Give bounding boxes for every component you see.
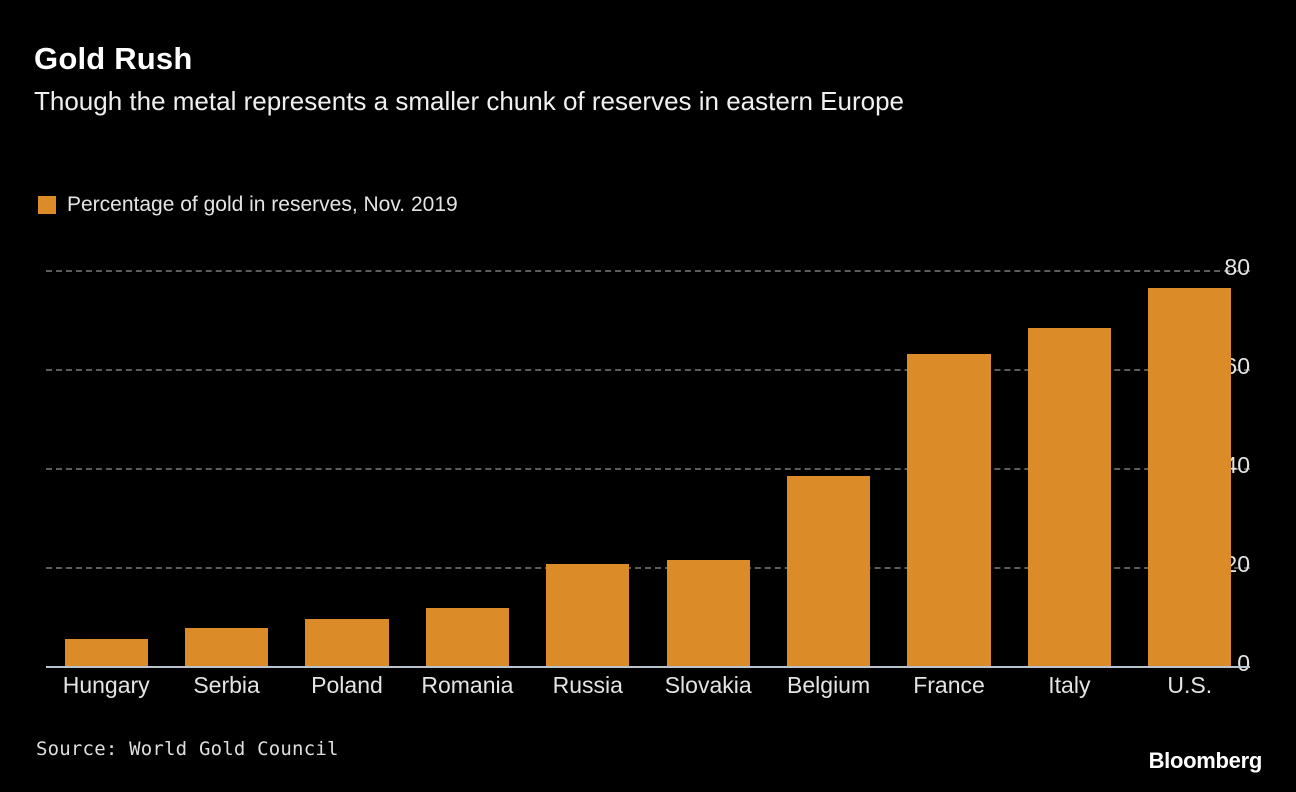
chart-legend: Percentage of gold in reserves, Nov. 201… [38,194,458,215]
gridline [46,369,1250,371]
gridline [46,270,1250,272]
bar [425,608,509,666]
gridline [46,468,1250,470]
x-axis-tick-label: Serbia [193,672,260,698]
x-axis-tick-label: Poland [311,672,383,698]
x-axis-tick-label: Slovakia [664,672,752,698]
bar [787,475,871,666]
x-axis-line [46,666,1250,668]
bar [1148,287,1232,666]
gridline [46,567,1250,569]
x-axis-tick-label: Italy [1048,672,1091,698]
bar [305,618,389,666]
x-axis-tick-label: Hungary [62,672,150,698]
x-axis-tick-label: Romania [421,672,514,698]
bar [1027,327,1111,666]
plot-area: 0 20 40 60 80 Hungary Serbia Poland Romania Russ… [46,256,1250,697]
legend-label: Percentage of gold in reserves, Nov. 201… [67,193,458,216]
bar [64,639,148,666]
page-title: Gold Rush [34,41,193,76]
source-note: Source: World Gold Council [36,738,339,760]
y-axis-tick-label: 0 [1237,650,1250,676]
bar [185,628,269,666]
page-subtitle: Though the metal represents a smaller ch… [34,86,905,116]
bar [907,354,991,666]
bloomberg-logo: Bloomberg [1148,748,1263,773]
x-axis-tick-label: Belgium [787,672,871,698]
y-axis-tick-label: 80 [1224,254,1250,280]
x-axis-tick-label: Russia [552,672,623,698]
x-axis-tick-label: France [913,672,985,698]
bar [666,560,750,666]
bar [546,564,630,666]
x-axis-tick-label: U.S. [1167,672,1213,698]
bar-series [46,262,1250,666]
legend-swatch-icon [38,195,56,214]
